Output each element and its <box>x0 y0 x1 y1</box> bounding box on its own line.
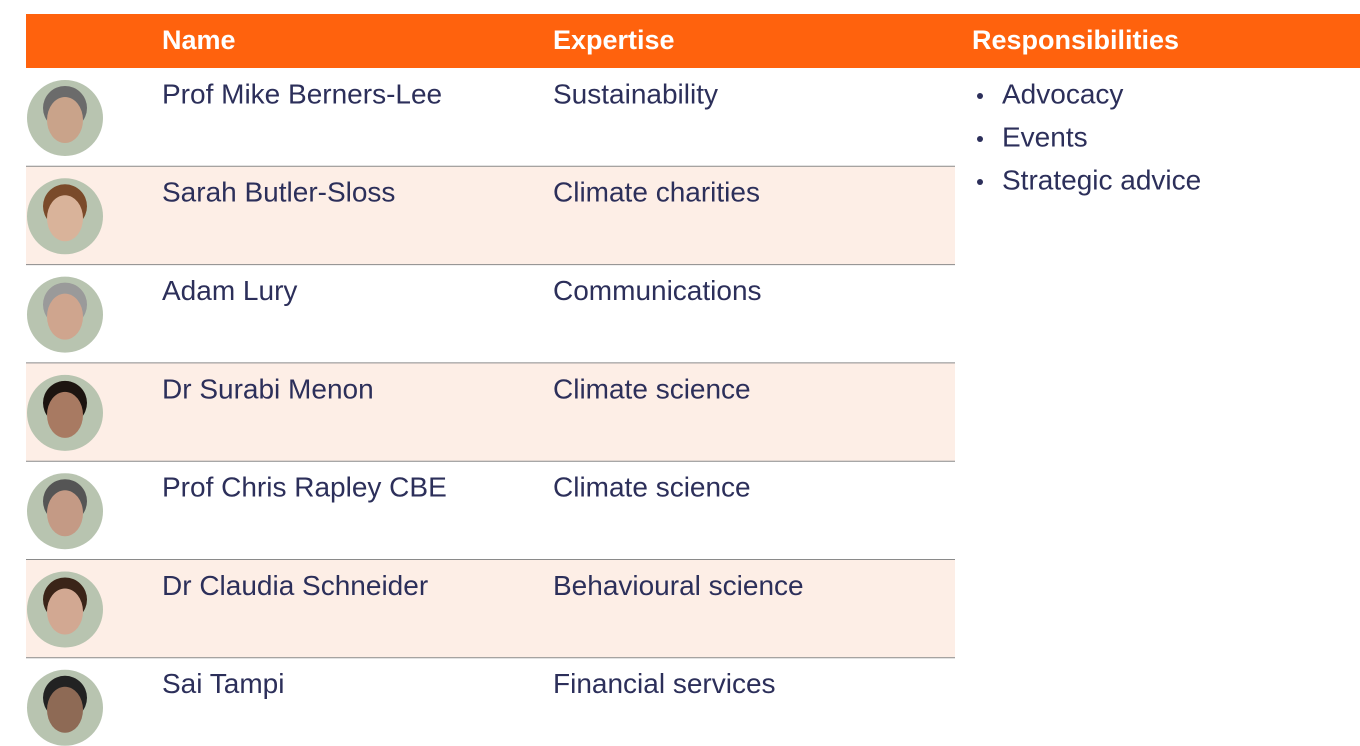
column-header: Name <box>162 25 236 55</box>
avatar-face <box>47 97 83 143</box>
row-background <box>26 362 955 462</box>
person-name: Prof Chris Rapley CBE <box>162 472 447 503</box>
person-expertise: Sustainability <box>553 78 718 109</box>
header-bar <box>26 14 1360 68</box>
avatar-face <box>47 588 83 635</box>
responsibility: Events <box>1002 121 1088 152</box>
person-name: Dr Claudia Schneider <box>162 570 428 601</box>
column-header: Responsibilities <box>972 25 1179 55</box>
avatar-face <box>47 490 83 537</box>
bullet <box>977 179 983 185</box>
person-name: Sarah Butler-Sloss <box>162 177 395 208</box>
person-name: Adam Lury <box>162 275 297 306</box>
person-expertise: Financial services <box>553 668 776 699</box>
row-background <box>26 166 955 265</box>
person-expertise: Climate charities <box>553 177 760 208</box>
bullet <box>977 93 983 99</box>
row-background <box>26 559 955 658</box>
person-expertise: Climate science <box>553 472 751 503</box>
avatar-face <box>47 391 83 438</box>
avatar-face <box>47 293 83 340</box>
responsibility: Advocacy <box>1002 78 1123 109</box>
responsibility: Strategic advice <box>1002 164 1201 195</box>
person-name: Sai Tampi <box>162 668 284 699</box>
person-expertise: Climate science <box>553 373 751 404</box>
bullet <box>977 136 983 142</box>
avatar-face <box>47 195 83 242</box>
person-expertise: Communications <box>553 275 762 306</box>
person-name: Dr Surabi Menon <box>162 373 374 404</box>
person-expertise: Behavioural science <box>553 570 804 601</box>
column-header: Expertise <box>553 25 675 55</box>
avatar-face <box>47 686 83 733</box>
person-name: Prof Mike Berners-Lee <box>162 78 442 109</box>
